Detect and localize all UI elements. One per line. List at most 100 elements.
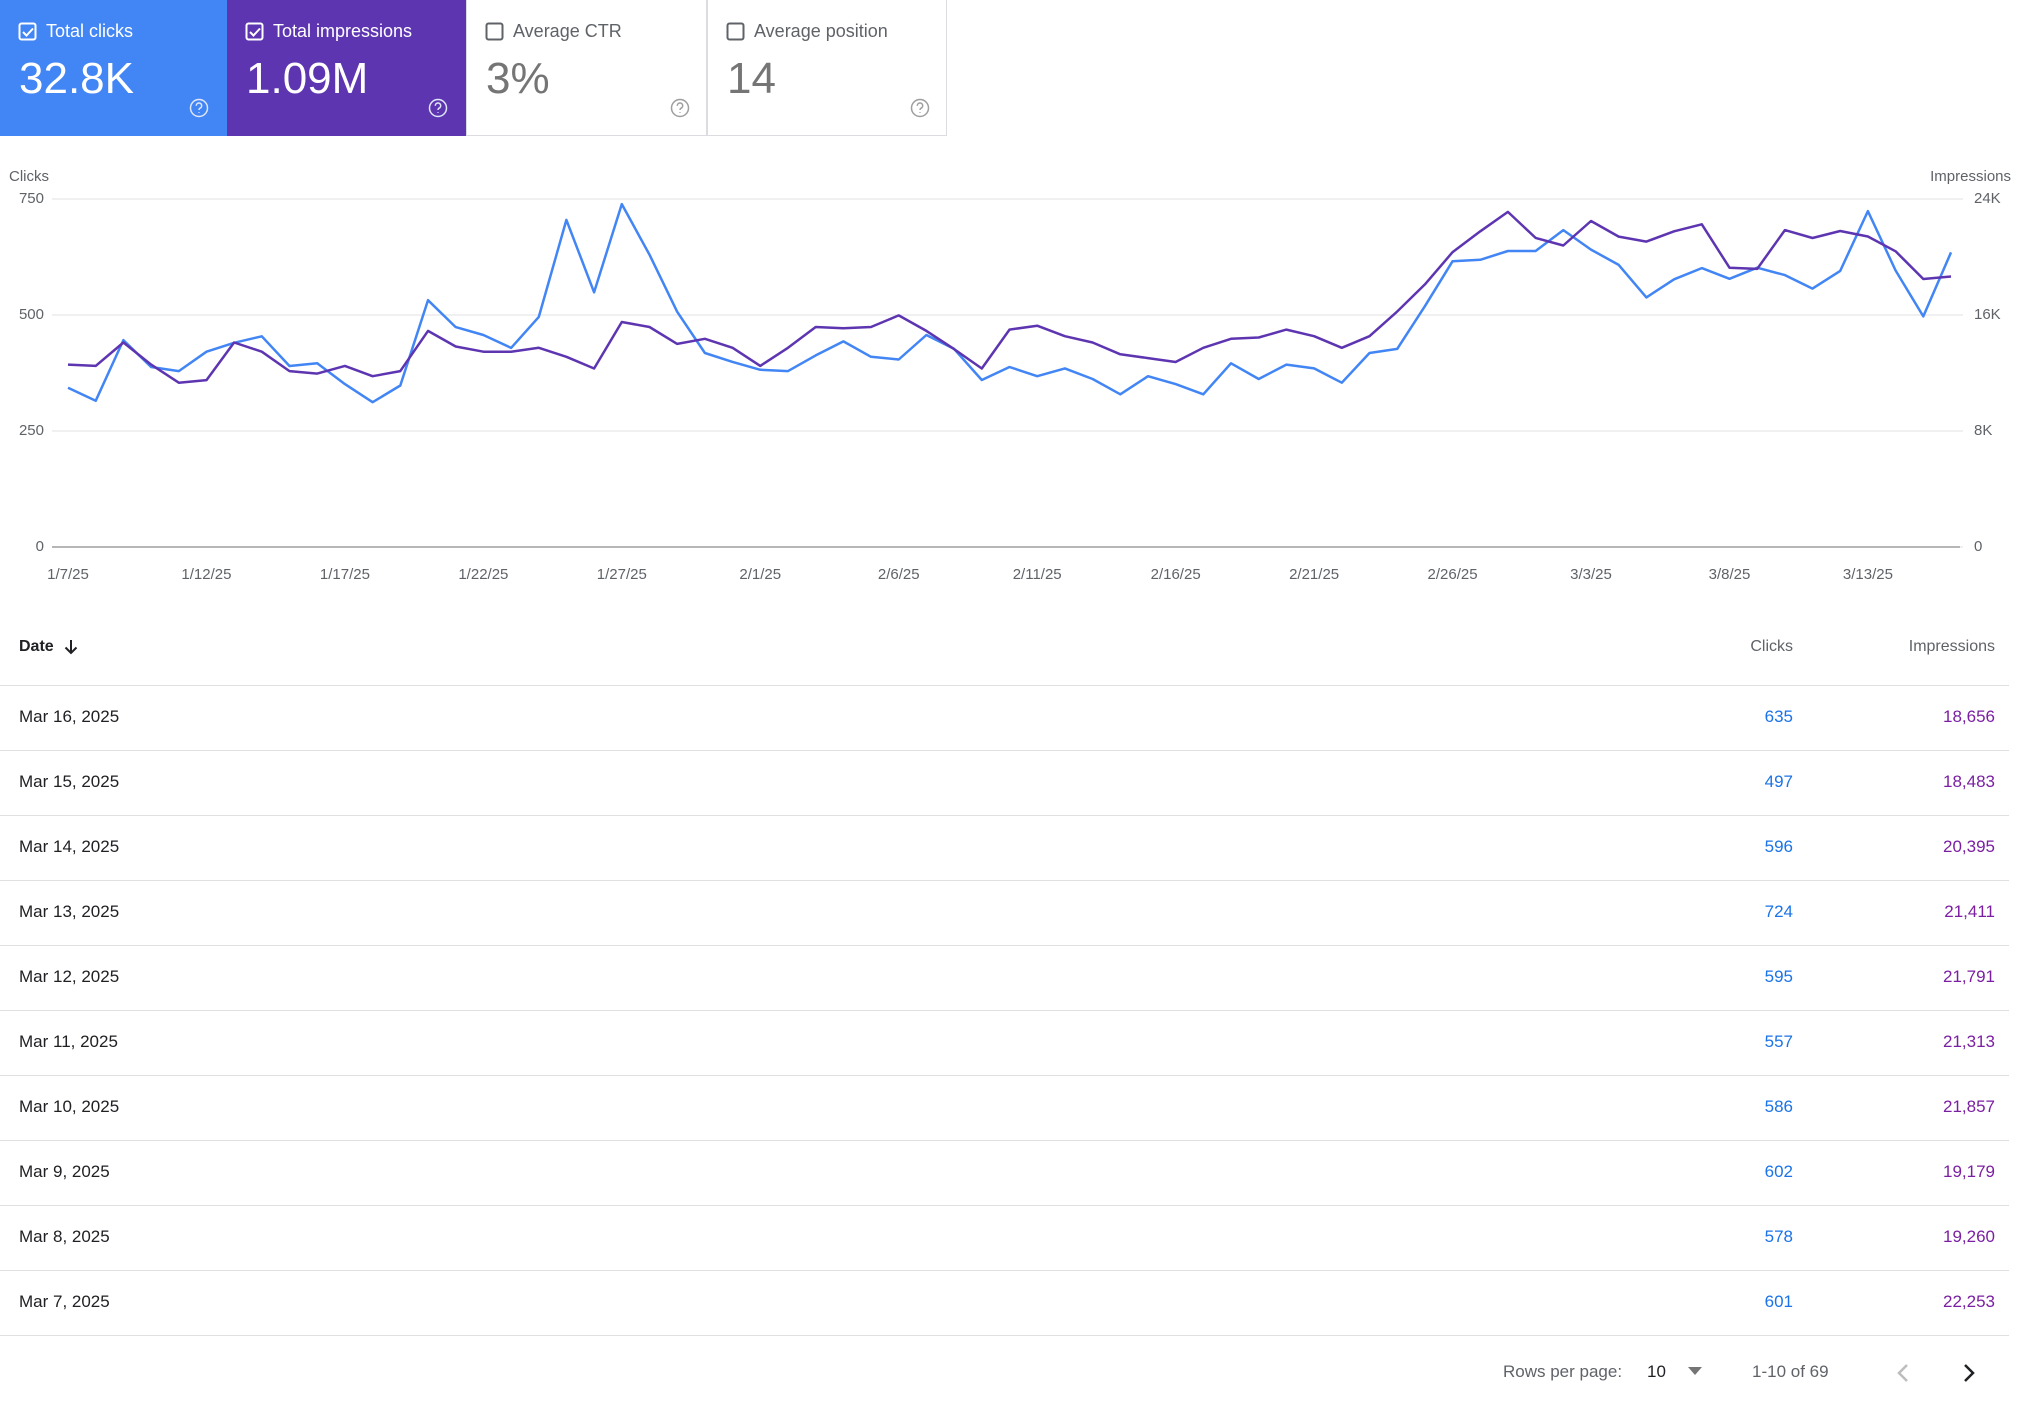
metric-card[interactable]: Average CTR 3% xyxy=(466,0,707,136)
table-cell: Mar 12, 2025 xyxy=(19,967,120,986)
column-header[interactable]: Date xyxy=(19,638,54,655)
series-line xyxy=(67,202,1953,404)
x-tick-label: 2/11/25 xyxy=(1013,566,1062,583)
table-cell: Mar 16, 2025 xyxy=(19,707,120,726)
help-circle xyxy=(670,98,690,118)
row-divider xyxy=(0,1205,2009,1206)
row-divider xyxy=(0,685,2009,686)
table-cell: 595 xyxy=(1764,967,1793,986)
table-cell: Mar 10, 2025 xyxy=(19,1097,120,1116)
table-cell: Mar 14, 2025 xyxy=(19,837,120,856)
help-circle xyxy=(428,98,448,118)
help-icon[interactable] xyxy=(669,97,691,119)
x-tick-label: 3/3/25 xyxy=(1570,566,1612,583)
table-cell: 601 xyxy=(1764,1292,1793,1311)
checkbox[interactable] xyxy=(18,22,38,42)
y2-tick-label: 16K xyxy=(1974,306,2001,323)
previous-page[interactable] xyxy=(1892,1360,1916,1386)
y-tick-label: 0 xyxy=(36,538,44,555)
y-tick-label: 250 xyxy=(19,422,44,439)
page-range: 1-10 of 69 xyxy=(1752,1362,1829,1381)
help-mark xyxy=(434,102,442,113)
x-tick-label: 2/16/25 xyxy=(1151,566,1201,583)
metric-value: 3% xyxy=(486,54,550,103)
metric-label: Average position xyxy=(754,21,888,41)
table-cell: 497 xyxy=(1764,772,1793,791)
series-line xyxy=(67,210,1952,384)
row-divider xyxy=(0,1140,2009,1141)
next-page[interactable] xyxy=(1956,1360,1980,1386)
table-cell: 21,857 xyxy=(1943,1097,1995,1116)
help-mark xyxy=(195,102,203,113)
help-icon[interactable] xyxy=(188,97,210,119)
help-circle xyxy=(910,98,930,118)
metric-label: Total clicks xyxy=(46,21,134,41)
table-cell: 21,411 xyxy=(1944,902,1995,921)
metric-value: 14 xyxy=(727,54,776,103)
checkbox[interactable] xyxy=(485,22,505,42)
table-cell: Mar 13, 2025 xyxy=(19,902,120,921)
metric-label: Average CTR xyxy=(513,21,622,41)
metric-value: 1.09M xyxy=(246,54,369,103)
y-tick-label: 750 xyxy=(19,190,44,207)
column-header[interactable]: Impressions xyxy=(1908,638,1995,655)
x-tick-label: 1/12/25 xyxy=(181,566,231,583)
row-divider xyxy=(0,880,2009,881)
table-cell: 20,395 xyxy=(1943,837,1995,856)
table-cell: Mar 15, 2025 xyxy=(19,772,120,791)
table-cell: 635 xyxy=(1764,707,1793,726)
checkbox-box xyxy=(18,22,37,41)
row-divider xyxy=(0,1010,2009,1011)
x-tick-label: 2/1/25 xyxy=(739,566,781,583)
y2-tick-label: 8K xyxy=(1974,422,1992,439)
dropdown-arrow[interactable] xyxy=(1686,1366,1704,1376)
row-divider xyxy=(0,815,2009,816)
row-divider xyxy=(0,1270,2009,1271)
metric-card[interactable]: Average position 14 xyxy=(707,0,947,136)
table-cell: Mar 9, 2025 xyxy=(19,1162,110,1181)
row-divider xyxy=(0,1335,2009,1336)
help-mark xyxy=(916,102,924,113)
performance-chart: Clicks Impressions 0 250 500 750 0 8K 16K 24K 1/… xyxy=(9,168,2011,583)
help-icon[interactable] xyxy=(909,97,931,119)
y2-tick-label: 24K xyxy=(1974,190,2001,207)
x-tick-label: 2/21/25 xyxy=(1289,566,1339,583)
table-cell: 18,656 xyxy=(1943,707,1995,726)
checkbox-box xyxy=(485,22,504,41)
metric-value: 32.8K xyxy=(19,54,134,103)
table-cell: 557 xyxy=(1764,1032,1793,1051)
x-tick-label: 1/7/25 xyxy=(47,566,89,583)
checkbox[interactable] xyxy=(245,22,265,42)
table-cell: 586 xyxy=(1764,1097,1793,1116)
table-cell: 21,313 xyxy=(1943,1032,1995,1051)
column-header[interactable]: Clicks xyxy=(1750,638,1793,655)
table-cell: Mar 8, 2025 xyxy=(19,1227,110,1246)
metric-card[interactable]: Total impressions 1.09M xyxy=(227,0,466,136)
sort-arrow[interactable] xyxy=(62,637,80,657)
help-icon[interactable] xyxy=(427,97,449,119)
table-cell: 19,179 xyxy=(1943,1162,1995,1181)
row-divider xyxy=(0,750,2009,751)
checkbox-box xyxy=(726,22,745,41)
y-tick-label: 500 xyxy=(19,306,44,323)
x-tick-label: 1/27/25 xyxy=(597,566,647,583)
table-cell: 18,483 xyxy=(1943,772,1995,791)
y2-tick-label: 0 xyxy=(1974,538,1982,555)
help-mark xyxy=(676,102,684,113)
table-cell: 596 xyxy=(1764,837,1793,856)
table-cell: 22,253 xyxy=(1943,1292,1995,1311)
table-cell: 21,791 xyxy=(1943,967,1995,986)
metric-card[interactable]: Total clicks 32.8K xyxy=(0,0,227,136)
checkmark xyxy=(22,27,34,37)
checkbox[interactable] xyxy=(726,22,746,42)
x-tick-label: 3/13/25 xyxy=(1843,566,1893,583)
table-cell: Mar 11, 2025 xyxy=(19,1032,118,1051)
table-cell: 602 xyxy=(1764,1162,1793,1181)
table-cell: 19,260 xyxy=(1943,1227,1995,1246)
table-cell: 578 xyxy=(1764,1227,1793,1246)
x-tick-label: 3/8/25 xyxy=(1709,566,1751,583)
row-divider xyxy=(0,945,2009,946)
help-circle xyxy=(189,98,209,118)
sort-arrow-shape xyxy=(64,640,78,655)
rows-per-page-select[interactable]: 10 xyxy=(1647,1362,1666,1381)
